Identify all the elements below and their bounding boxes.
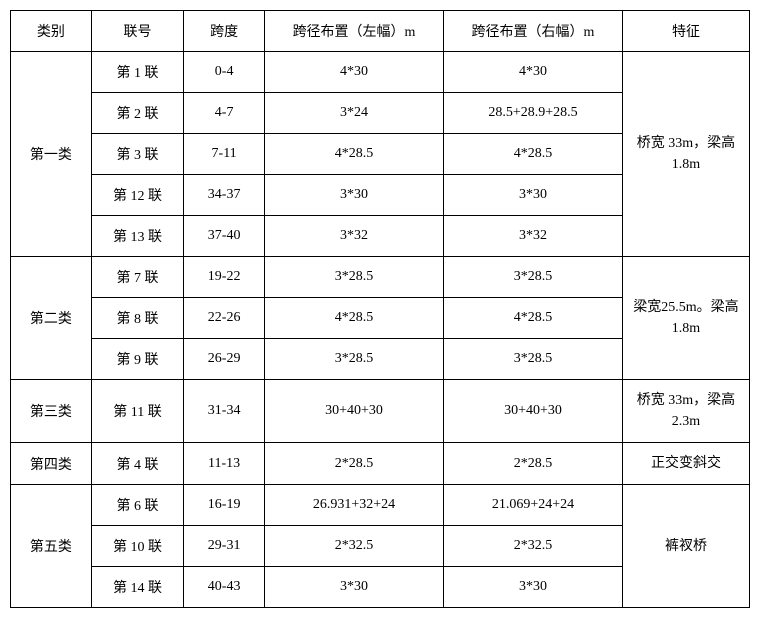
cell-right: 4*30	[444, 52, 623, 93]
header-row: 类别 联号 跨度 跨径布置（左幅）m 跨径布置（右幅）m 特征	[11, 11, 750, 52]
cell-category: 第四类	[11, 443, 92, 485]
cell-left: 3*28.5	[265, 257, 444, 298]
cell-feature: 梁宽25.5m。梁高 1.8m	[622, 257, 749, 380]
cell-kuadu: 31-34	[184, 380, 265, 443]
cell-right: 28.5+28.9+28.5	[444, 93, 623, 134]
table-row: 第四类第 4 联11-132*28.52*28.5正交变斜交	[11, 443, 750, 485]
cell-lianhao: 第 8 联	[91, 298, 183, 339]
cell-kuadu: 34-37	[184, 175, 265, 216]
cell-kuadu: 19-22	[184, 257, 265, 298]
table-head: 类别 联号 跨度 跨径布置（左幅）m 跨径布置（右幅）m 特征	[11, 11, 750, 52]
table-row: 第三类第 11 联31-3430+40+3030+40+30桥宽 33m，梁高 …	[11, 380, 750, 443]
cell-right: 3*28.5	[444, 257, 623, 298]
cell-left: 30+40+30	[265, 380, 444, 443]
col-feature: 特征	[622, 11, 749, 52]
cell-kuadu: 40-43	[184, 567, 265, 608]
cell-kuadu: 26-29	[184, 339, 265, 380]
table-row: 第二类第 7 联19-223*28.53*28.5梁宽25.5m。梁高 1.8m	[11, 257, 750, 298]
table-body: 第一类第 1 联0-44*304*30桥宽 33m，梁高 1.8m第 2 联4-…	[11, 52, 750, 608]
cell-category: 第五类	[11, 485, 92, 608]
cell-right: 2*32.5	[444, 526, 623, 567]
cell-kuadu: 37-40	[184, 216, 265, 257]
cell-feature: 桥宽 33m，梁高 2.3m	[622, 380, 749, 443]
col-left: 跨径布置（左幅）m	[265, 11, 444, 52]
cell-feature: 裤衩桥	[622, 485, 749, 608]
col-kuadu: 跨度	[184, 11, 265, 52]
cell-lianhao: 第 10 联	[91, 526, 183, 567]
table-row: 第五类第 6 联16-1926.931+32+2421.069+24+24裤衩桥	[11, 485, 750, 526]
cell-left: 2*32.5	[265, 526, 444, 567]
cell-right: 3*28.5	[444, 339, 623, 380]
cell-lianhao: 第 6 联	[91, 485, 183, 526]
cell-left: 26.931+32+24	[265, 485, 444, 526]
cell-left: 4*28.5	[265, 134, 444, 175]
cell-kuadu: 0-4	[184, 52, 265, 93]
cell-lianhao: 第 7 联	[91, 257, 183, 298]
cell-right: 3*32	[444, 216, 623, 257]
cell-feature: 桥宽 33m，梁高 1.8m	[622, 52, 749, 257]
cell-right: 4*28.5	[444, 298, 623, 339]
cell-kuadu: 16-19	[184, 485, 265, 526]
cell-lianhao: 第 4 联	[91, 443, 183, 485]
cell-right: 3*30	[444, 567, 623, 608]
cell-left: 2*28.5	[265, 443, 444, 485]
cell-kuadu: 11-13	[184, 443, 265, 485]
cell-kuadu: 29-31	[184, 526, 265, 567]
cell-right: 2*28.5	[444, 443, 623, 485]
cell-lianhao: 第 3 联	[91, 134, 183, 175]
cell-left: 3*32	[265, 216, 444, 257]
cell-left: 4*30	[265, 52, 444, 93]
cell-category: 第一类	[11, 52, 92, 257]
cell-kuadu: 22-26	[184, 298, 265, 339]
cell-lianhao: 第 1 联	[91, 52, 183, 93]
cell-right: 4*28.5	[444, 134, 623, 175]
cell-lianhao: 第 2 联	[91, 93, 183, 134]
cell-left: 3*28.5	[265, 339, 444, 380]
cell-left: 3*24	[265, 93, 444, 134]
cell-left: 3*30	[265, 175, 444, 216]
col-right: 跨径布置（右幅）m	[444, 11, 623, 52]
cell-feature: 正交变斜交	[622, 443, 749, 485]
span-table: 类别 联号 跨度 跨径布置（左幅）m 跨径布置（右幅）m 特征 第一类第 1 联…	[10, 10, 750, 608]
col-lianhao: 联号	[91, 11, 183, 52]
cell-left: 3*30	[265, 567, 444, 608]
cell-lianhao: 第 13 联	[91, 216, 183, 257]
cell-lianhao: 第 9 联	[91, 339, 183, 380]
cell-category: 第三类	[11, 380, 92, 443]
cell-left: 4*28.5	[265, 298, 444, 339]
cell-right: 3*30	[444, 175, 623, 216]
cell-category: 第二类	[11, 257, 92, 380]
table-row: 第一类第 1 联0-44*304*30桥宽 33m，梁高 1.8m	[11, 52, 750, 93]
cell-kuadu: 4-7	[184, 93, 265, 134]
cell-lianhao: 第 11 联	[91, 380, 183, 443]
cell-right: 21.069+24+24	[444, 485, 623, 526]
cell-kuadu: 7-11	[184, 134, 265, 175]
cell-lianhao: 第 14 联	[91, 567, 183, 608]
col-category: 类别	[11, 11, 92, 52]
cell-lianhao: 第 12 联	[91, 175, 183, 216]
table-container: 类别 联号 跨度 跨径布置（左幅）m 跨径布置（右幅）m 特征 第一类第 1 联…	[10, 10, 750, 608]
cell-right: 30+40+30	[444, 380, 623, 443]
